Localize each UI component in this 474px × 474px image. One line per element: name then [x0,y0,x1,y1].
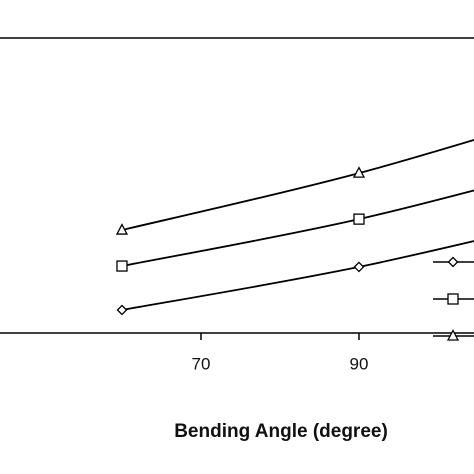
series-line [121,189,474,267]
data-point [353,261,365,273]
legend-marker [446,329,460,341]
data-point [116,304,128,316]
legend-marker [447,256,459,268]
data-point [352,166,366,178]
series-line [121,139,474,231]
x-tick-label: 90 [350,354,369,373]
data-point [116,260,128,272]
plot-area [115,139,474,316]
data-point [115,223,129,235]
data-point [353,213,365,225]
x-tick-label: 70 [192,354,211,373]
legend-marker [447,293,459,305]
series-line [121,240,474,311]
x-axis-title: Bending Angle (degree) [174,421,388,442]
